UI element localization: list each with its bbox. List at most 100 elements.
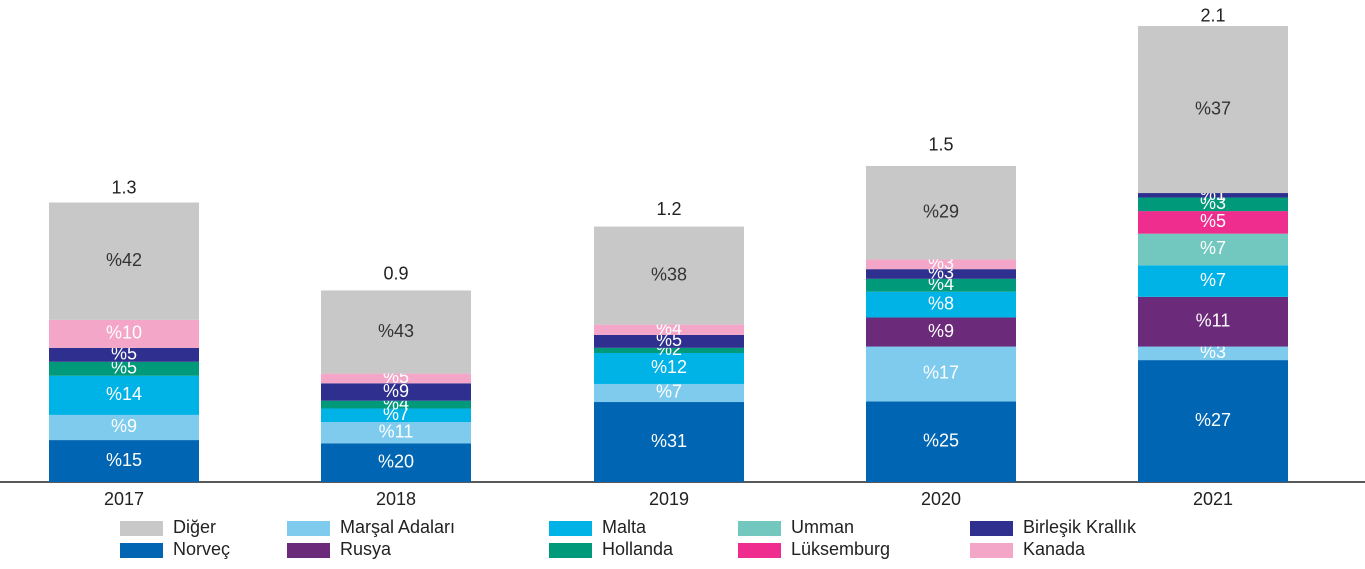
bar-segment: [1138, 346, 1288, 361]
bar-segment: [866, 269, 1016, 279]
bar-segment: [866, 291, 1016, 318]
segment-label: %7: [656, 382, 682, 402]
segment-label: %25: [923, 430, 959, 450]
segment-label: %7: [383, 404, 409, 424]
legend-swatch: [549, 521, 592, 536]
segment-label: %17: [923, 363, 959, 383]
x-tick-label: 2020: [921, 489, 961, 509]
segment-label: %3: [1200, 342, 1226, 362]
segment-label: %11: [379, 421, 414, 441]
bar-segment: [1138, 197, 1288, 212]
legend-swatch: [738, 543, 781, 558]
bar-segment: [1138, 193, 1288, 198]
segment-label: %20: [378, 451, 414, 471]
legend-label: Norveç: [173, 539, 230, 559]
legend-label: Rusya: [340, 539, 392, 559]
segment-label: %15: [106, 450, 142, 470]
bar-segment: [321, 422, 471, 444]
bar-segment: [49, 347, 199, 362]
bar-segment: [321, 290, 471, 374]
segment-label: %9: [928, 321, 954, 341]
segment-label: %7: [1200, 238, 1226, 258]
segment-label: %11: [1196, 310, 1231, 330]
bar-segment: [321, 400, 471, 409]
bar-segment: [1138, 211, 1288, 234]
segment-label: %43: [378, 321, 414, 341]
bar-segment: [594, 334, 744, 348]
legend-label: Birleşik Krallık: [1023, 517, 1137, 537]
bar-segment: [866, 317, 1016, 347]
x-tick-label: 2021: [1193, 489, 1233, 509]
bar-segment: [1138, 296, 1288, 347]
bar-segment: [866, 259, 1016, 270]
bar-segment: [49, 375, 199, 415]
bar-segment: [594, 383, 744, 403]
legend-swatch: [970, 521, 1013, 536]
segment-label: %5: [656, 330, 682, 350]
x-tick-label: 2018: [376, 489, 416, 509]
legend-label: Lüksemburg: [791, 539, 890, 559]
segment-label: %12: [651, 357, 687, 377]
bar-segment: [594, 353, 744, 384]
segment-label: %42: [106, 250, 142, 270]
legend-label: Umman: [791, 517, 854, 537]
legend-swatch: [549, 543, 592, 558]
bar-segment: [49, 440, 199, 482]
legend-swatch: [738, 521, 781, 536]
segment-label: %5: [1200, 211, 1226, 231]
legend-swatch: [120, 521, 163, 536]
bar-segment: [1138, 233, 1288, 266]
segment-label: %27: [1195, 410, 1231, 430]
bar-segment: [49, 202, 199, 320]
bar-segment: [1138, 265, 1288, 297]
segment-label: %7: [1200, 270, 1226, 290]
bar-segment: [321, 443, 471, 482]
segment-label: %5: [111, 344, 137, 364]
legend-label: Marşal Adaları: [340, 517, 455, 537]
total-label: 2.1: [1200, 5, 1225, 25]
segment-label: %9: [383, 381, 409, 401]
segment-label: %5: [111, 358, 137, 378]
bar-segment: [594, 402, 744, 482]
segment-label: %37: [1195, 98, 1231, 118]
legend-swatch: [287, 543, 330, 558]
legend-label: Kanada: [1023, 539, 1086, 559]
segment-label: %10: [106, 323, 142, 343]
total-label: 1.2: [656, 199, 681, 219]
bar-segment: [866, 165, 1016, 260]
legend-swatch: [120, 543, 163, 558]
segment-label: %9: [111, 416, 137, 436]
bar-segment: [49, 414, 199, 441]
bar-segment: [866, 401, 1016, 482]
segment-label: %8: [928, 293, 954, 313]
bar-segment: [321, 373, 471, 384]
segment-label: %38: [651, 264, 687, 284]
total-label: 1.3: [111, 177, 136, 197]
legend-swatch: [287, 521, 330, 536]
legend-swatch: [970, 543, 1013, 558]
legend-label: Malta: [602, 517, 647, 537]
bar-segment: [1138, 360, 1288, 482]
bar-segment: [866, 278, 1016, 292]
segment-label: %31: [651, 431, 687, 451]
bar-segment: [49, 319, 199, 348]
bar-segment: [866, 346, 1016, 402]
bar-segment: [594, 324, 744, 335]
total-label: 0.9: [383, 263, 408, 283]
legend-label: Diğer: [173, 517, 216, 537]
bar-segment: [321, 383, 471, 401]
segment-label: %29: [923, 201, 959, 221]
segment-label: %3: [1200, 193, 1226, 213]
bar-segment: [321, 408, 471, 423]
bar-segment: [594, 226, 744, 325]
total-label: 1.5: [928, 134, 953, 154]
x-tick-label: 2019: [649, 489, 689, 509]
x-tick-label: 2017: [104, 489, 144, 509]
legend-label: Hollanda: [602, 539, 674, 559]
bar-segment: [1138, 25, 1288, 194]
bar-segment: [49, 361, 199, 376]
segment-label: %4: [928, 274, 954, 294]
bar-segment: [594, 347, 744, 353]
segment-label: %14: [106, 384, 142, 404]
